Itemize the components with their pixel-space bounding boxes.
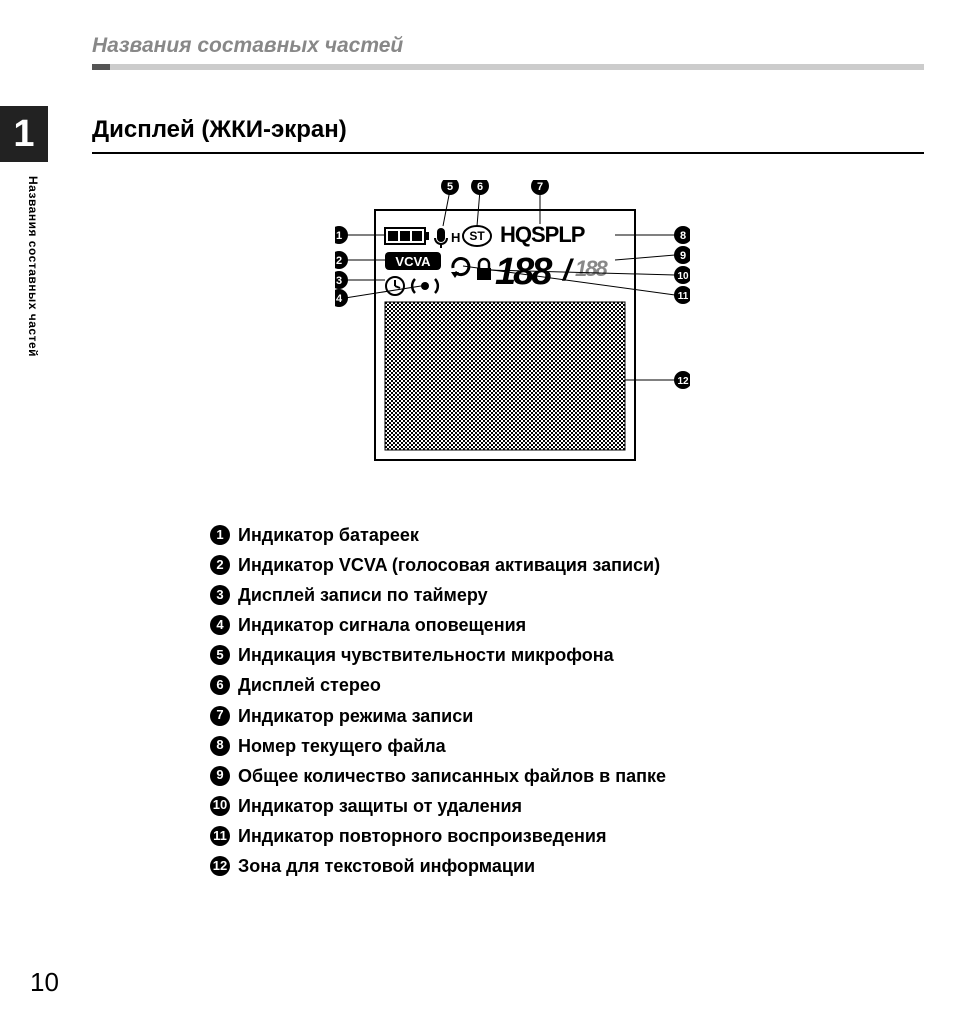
callout-legend: 1 Индикатор батареек 2 Индикатор VCVA (гол… [210,522,834,883]
legend-num: 12 [210,856,230,876]
legend-num: 5 [210,645,230,665]
page-number: 10 [30,967,59,998]
legend-label: Индикатор батареек [238,522,834,548]
svg-text:11: 11 [678,291,689,302]
callout-marker: 1 [335,226,348,244]
section-title: Дисплей (ЖКИ-экран) [92,116,924,144]
legend-label: Дисплей записи по таймеру [238,582,834,608]
legend-label: Общее количество записанных файлов в пап… [238,763,834,789]
callout-marker: 10 [674,266,690,284]
legend-item: 6 Дисплей стерео [210,672,834,698]
callout-marker: 4 [335,289,348,307]
legend-item: 1 Индикатор батареек [210,522,834,548]
legend-num: 7 [210,706,230,726]
legend-num: 4 [210,615,230,635]
svg-text:2: 2 [336,255,342,267]
section-title-row: Дисплей (ЖКИ-экран) [92,116,924,154]
legend-label: Номер текущего файла [238,733,834,759]
section-number-tab: 1 [0,106,48,162]
svg-text:5: 5 [447,181,453,193]
legend-num: 6 [210,675,230,695]
legend-item: 3 Дисплей записи по таймеру [210,582,834,608]
svg-text:7: 7 [537,181,543,193]
sidebar-section-label: Названия составных частей [26,176,40,357]
legend-item: 7 Индикатор режима записи [210,703,834,729]
legend-label: Индикатор сигнала оповещения [238,612,834,638]
callout-marker: 6 [471,180,489,195]
svg-text:12: 12 [677,376,689,387]
stereo-label: ST [469,229,485,243]
svg-text:8: 8 [680,230,686,242]
breadcrumb: Названия составных частей [92,34,924,58]
callout-marker: 2 [335,251,348,269]
callout-marker: 9 [674,246,690,264]
legend-item: 8 Номер текущего файла [210,733,834,759]
header-divider [92,64,924,70]
svg-text:10: 10 [677,271,689,282]
legend-item: 5 Индикация чувствительности микрофона [210,642,834,668]
legend-label: Индикатор защиты от удаления [238,793,834,819]
page-header: Названия составных частей [92,34,924,70]
legend-label: Зона для текстовой информации [238,853,834,879]
legend-num: 3 [210,585,230,605]
legend-item: 10 Индикатор защиты от удаления [210,793,834,819]
svg-text:3: 3 [336,275,342,287]
legend-item: 11 Индикатор повторного воспроизведения [210,823,834,849]
callout-marker: 7 [531,180,549,195]
svg-text:188: 188 [575,256,608,281]
svg-text:9: 9 [680,250,686,262]
callout-marker: 12 [674,371,690,389]
callout-marker: 8 [674,226,690,244]
section-underline [92,152,924,154]
svg-text:1: 1 [336,230,342,242]
legend-num: 10 [210,796,230,816]
vcva-label: VCVA [395,254,431,269]
callout-marker: 11 [674,286,690,304]
svg-text:6: 6 [477,181,483,193]
legend-label: Индикатор повторного воспроизведения [238,823,834,849]
svg-text:H: H [451,230,460,245]
legend-item: 4 Индикатор сигнала оповещения [210,612,834,638]
legend-num: 8 [210,736,230,756]
callout-marker: 5 [441,180,459,195]
legend-num: 2 [210,555,230,575]
legend-num: 1 [210,525,230,545]
legend-label: Индикатор режима записи [238,703,834,729]
mode-label: HQSPLP [500,222,585,247]
section-number: 1 [13,113,34,156]
legend-num: 11 [210,826,230,846]
legend-label: Индикатор VCVA (голосовая активация запи… [238,552,834,578]
legend-num: 9 [210,766,230,786]
legend-label: Дисплей стерео [238,672,834,698]
legend-label: Индикация чувствительности микрофона [238,642,834,668]
svg-text:4: 4 [336,293,343,305]
lcd-diagram: H ST HQSPLP VCVA 188 / 188 [335,180,690,480]
callout-marker: 3 [335,271,348,289]
legend-item: 12 Зона для текстовой информации [210,853,834,879]
legend-item: 2 Индикатор VCVA (голосовая активация зап… [210,552,834,578]
legend-item: 9 Общее количество записанных файлов в па… [210,763,834,789]
